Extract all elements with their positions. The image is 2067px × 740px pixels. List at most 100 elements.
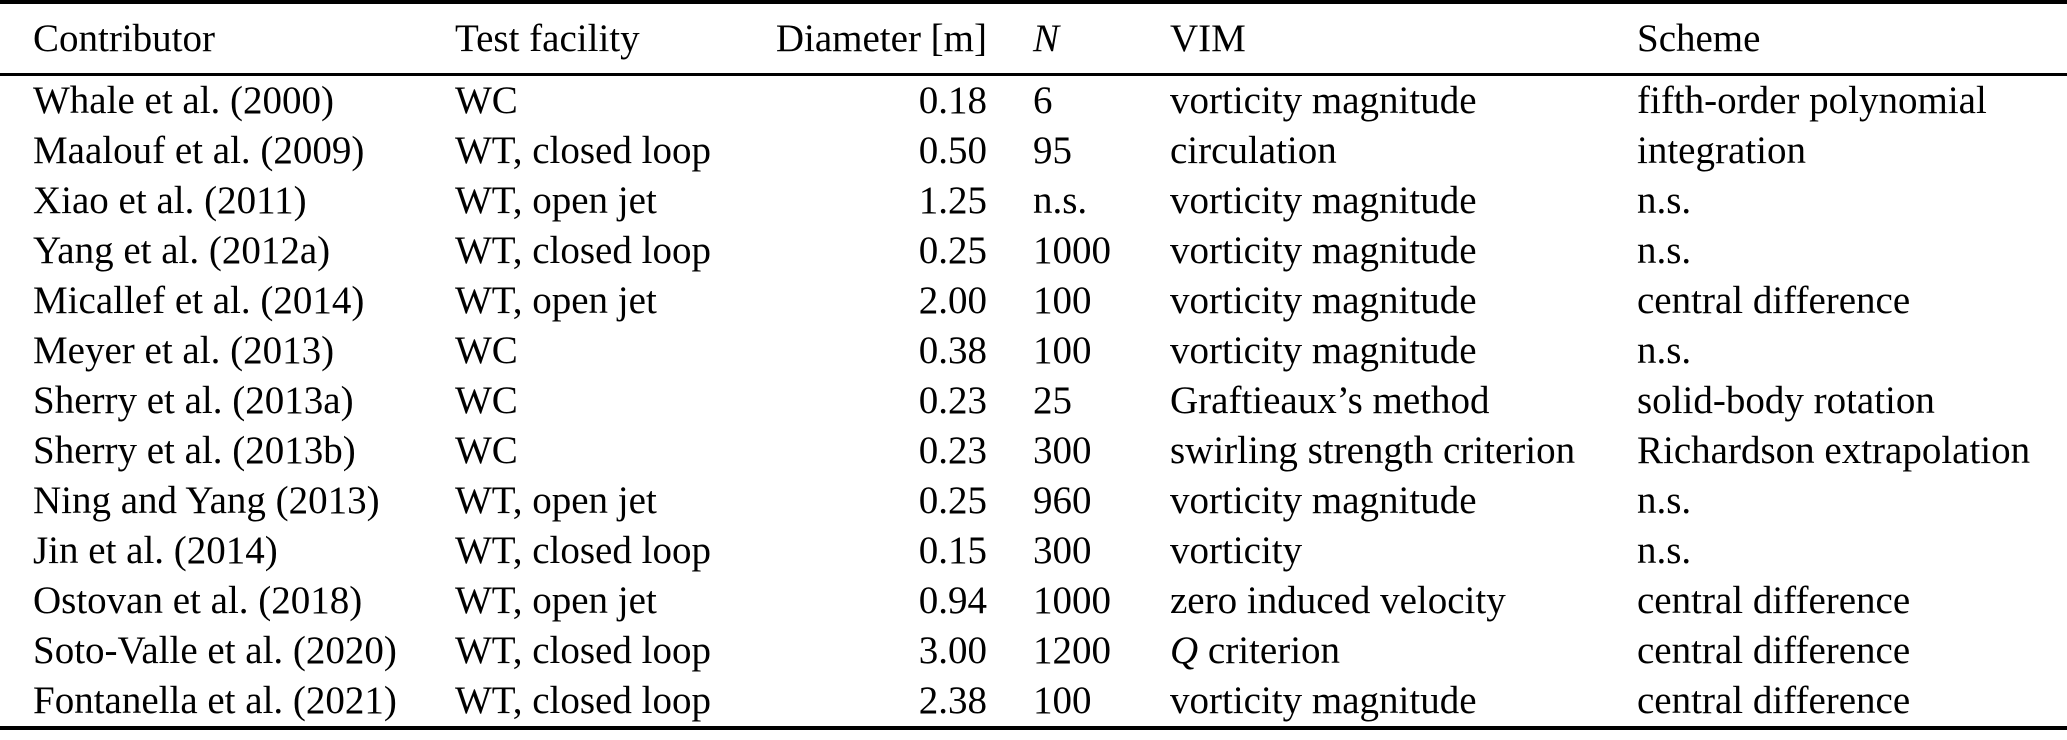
- column-header-test-facility: Test facility: [455, 16, 640, 60]
- cell-scheme: integration: [1637, 128, 1806, 172]
- cell-vim: swirling strength criterion: [1170, 428, 1576, 472]
- table-row: Jin et al. (2014) WT, closed loop 0.15 300 v…: [0, 526, 2067, 576]
- cell-test-facility: WT, closed loop: [455, 528, 711, 572]
- table-header: Contributor Test facility Diameter [m] N VIM…: [0, 2, 2067, 74]
- cell-n: 100: [1033, 278, 1092, 322]
- table-row: Ning and Yang (2013) WT, open jet 0.25 960 v…: [0, 476, 2067, 526]
- column-header-contributor: Contributor: [33, 16, 215, 60]
- cell-vim: vorticity magnitude: [1170, 678, 1477, 722]
- table-row: Meyer et al. (2013) WC 0.38 100 vorticity ma…: [0, 326, 2067, 376]
- cell-test-facility: WC: [455, 428, 518, 472]
- cell-vim: vorticity magnitude: [1170, 178, 1477, 222]
- cell-diameter-m: 0.23: [918, 428, 987, 472]
- cell-diameter-m: 2.00: [918, 278, 987, 322]
- cell-scheme: Richardson extrapolation: [1637, 428, 2031, 472]
- cell-scheme: n.s.: [1637, 178, 1692, 222]
- cell-contributor: Sherry et al. (2013a): [33, 378, 354, 422]
- cell-test-facility: WT, closed loop: [455, 628, 711, 672]
- table-row: Yang et al. (2012a) WT, closed loop 0.25 10…: [0, 226, 2067, 276]
- cell-vim: vorticity magnitude: [1170, 478, 1477, 522]
- cell-scheme: n.s.: [1637, 328, 1692, 372]
- cell-vim: vorticity magnitude: [1170, 278, 1477, 322]
- table-row: Fontanella et al. (2021) WT, closed loop 2…: [0, 676, 2067, 728]
- cell-n: 25: [1033, 378, 1072, 422]
- cell-contributor: Whale et al. (2000): [33, 78, 335, 122]
- cell-test-facility: WT, open jet: [455, 278, 657, 322]
- cell-contributor: Soto-Valle et al. (2020): [33, 628, 397, 672]
- table-body: Whale et al. (2000) WC 0.18 6 vorticity magn…: [0, 74, 2067, 728]
- cell-test-facility: WT, open jet: [455, 578, 657, 622]
- cell-diameter-m: 1.25: [918, 178, 987, 222]
- cell-contributor: Meyer et al. (2013): [33, 328, 335, 372]
- cell-n: 1200: [1033, 628, 1111, 672]
- cell-vim: Graftieaux’s method: [1170, 378, 1490, 422]
- cell-n: 960: [1033, 478, 1092, 522]
- cell-contributor: Jin et al. (2014): [33, 528, 278, 572]
- cell-diameter-m: 0.15: [918, 528, 987, 572]
- cell-scheme: fifth-order polynomial: [1637, 78, 1987, 122]
- cell-test-facility: WT, open jet: [455, 178, 657, 222]
- cell-diameter-m: 3.00: [918, 628, 987, 672]
- cell-scheme: central difference: [1637, 278, 1911, 322]
- cell-n: 300: [1033, 428, 1092, 472]
- cell-diameter-m: 0.25: [918, 478, 987, 522]
- cell-scheme: solid-body rotation: [1637, 378, 1935, 422]
- cell-contributor: Maalouf et al. (2009): [33, 128, 365, 172]
- cell-vim: vorticity magnitude: [1170, 328, 1477, 372]
- cell-n: n.s.: [1033, 178, 1088, 222]
- column-header-scheme: Scheme: [1637, 16, 1761, 60]
- table-row: Sherry et al. (2013a) WC 0.23 25 Graftieaux’…: [0, 376, 2067, 426]
- cell-n: 100: [1033, 328, 1092, 372]
- cell-diameter-m: 0.50: [918, 128, 987, 172]
- cell-contributor: Ostovan et al. (2018): [33, 578, 363, 622]
- cell-vim: vorticity: [1170, 528, 1303, 572]
- cell-vim: circulation: [1170, 128, 1337, 172]
- cell-test-facility: WC: [455, 78, 518, 122]
- table-row: Ostovan et al. (2018) WT, open jet 0.94 100…: [0, 576, 2067, 626]
- table-row: Xiao et al. (2011) WT, open jet 1.25 n.s. vo…: [0, 176, 2067, 226]
- cell-test-facility: WC: [455, 328, 518, 372]
- cell-scheme: central difference: [1637, 678, 1911, 722]
- cell-scheme: n.s.: [1637, 228, 1692, 272]
- cell-contributor: Ning and Yang (2013): [33, 478, 380, 522]
- column-header-diameter-m: Diameter [m]: [775, 16, 987, 60]
- cell-contributor: Micallef et al. (2014): [33, 278, 365, 322]
- cell-diameter-m: 0.18: [918, 78, 987, 122]
- cell-diameter-m: 0.25: [918, 228, 987, 272]
- cell-diameter-m: 0.38: [918, 328, 987, 372]
- cell-test-facility: WT, closed loop: [455, 678, 711, 722]
- cell-vim: vorticity magnitude: [1170, 78, 1477, 122]
- cell-contributor: Xiao et al. (2011): [33, 178, 307, 222]
- table-row: Whale et al. (2000) WC 0.18 6 vorticity magn…: [0, 74, 2067, 126]
- header-row: Contributor Test facility Diameter [m] N VIM…: [0, 2, 2067, 74]
- table-row: Sherry et al. (2013b) WC 0.23 300 swirling s…: [0, 426, 2067, 476]
- cell-vim: Q criterion: [1170, 628, 1341, 672]
- cell-vim: vorticity magnitude: [1170, 228, 1477, 272]
- table-row: Micallef et al. (2014) WT, open jet 2.00 10…: [0, 276, 2067, 326]
- cell-n: 95: [1033, 128, 1072, 172]
- cell-contributor: Sherry et al. (2013b): [33, 428, 356, 472]
- cell-diameter-m: 2.38: [918, 678, 987, 722]
- cell-contributor: Fontanella et al. (2021): [33, 678, 397, 722]
- cell-test-facility: WC: [455, 378, 518, 422]
- cell-contributor: Yang et al. (2012a): [33, 228, 331, 272]
- column-header-vim: VIM: [1170, 16, 1246, 60]
- cell-test-facility: WT, closed loop: [455, 128, 711, 172]
- cell-scheme: n.s.: [1637, 478, 1692, 522]
- cell-scheme: n.s.: [1637, 528, 1692, 572]
- table-row: Soto-Valle et al. (2020) WT, closed loop 3…: [0, 626, 2067, 676]
- cell-diameter-m: 0.94: [918, 578, 987, 622]
- cell-n: 1000: [1033, 578, 1111, 622]
- column-header-n: N: [1033, 16, 1060, 60]
- cell-diameter-m: 0.23: [918, 378, 987, 422]
- cell-test-facility: WT, open jet: [455, 478, 657, 522]
- table-row: Maalouf et al. (2009) WT, closed loop 0.50…: [0, 126, 2067, 176]
- cell-n: 1000: [1033, 228, 1111, 272]
- cell-n: 100: [1033, 678, 1092, 722]
- cell-scheme: central difference: [1637, 628, 1911, 672]
- cell-n: 300: [1033, 528, 1092, 572]
- cell-vim: zero induced velocity: [1170, 578, 1506, 622]
- cell-scheme: central difference: [1637, 578, 1911, 622]
- cell-n: 6: [1033, 78, 1053, 122]
